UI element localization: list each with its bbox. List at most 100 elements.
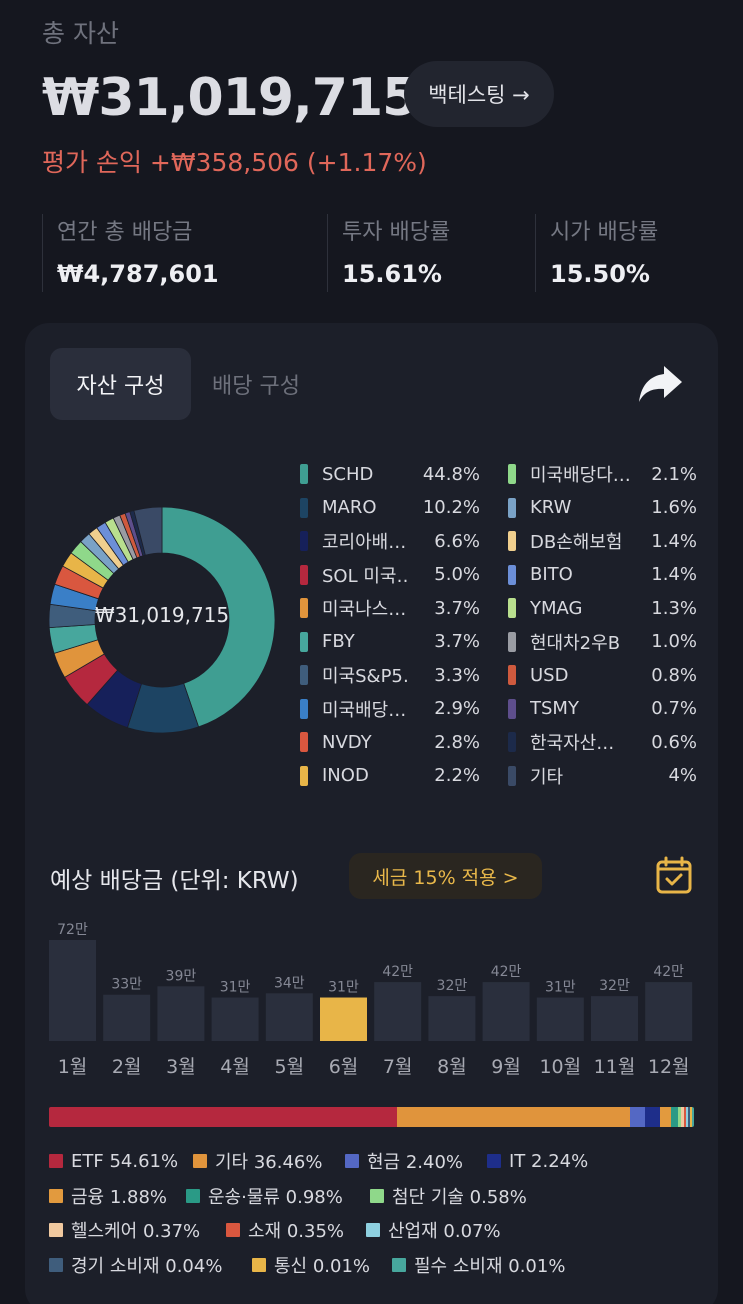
legend-swatch — [508, 665, 516, 685]
legend-percent: 5.0% — [434, 564, 480, 585]
sector-legend-item: 금융 1.88% — [49, 1184, 167, 1208]
sector-legend-item: 필수 소비재 0.01% — [392, 1253, 565, 1277]
sector-swatch — [186, 1188, 200, 1203]
sector-swatch — [49, 1257, 63, 1272]
sector-swatch — [487, 1154, 501, 1168]
sector-label: 운송·물류 0.98% — [208, 1186, 343, 1208]
legend-item: BITO 1.4% — [508, 563, 697, 587]
sector-legend-item: 운송·물류 0.98% — [186, 1184, 343, 1208]
legend-swatch — [300, 765, 308, 786]
sector-label: 필수 소비재 0.01% — [414, 1255, 566, 1277]
sector-label: 첨단 기술 0.58% — [392, 1186, 527, 1208]
sector-label: 현금 2.40% — [367, 1152, 464, 1173]
legend-percent: 0.6% — [651, 731, 697, 753]
sector-label: 소재 0.35% — [248, 1221, 345, 1242]
legend-item: 미국나스… 3.7% — [300, 596, 480, 620]
sector-swatch — [226, 1223, 240, 1237]
legend-percent: 3.3% — [434, 664, 480, 686]
legend-item: 미국S&P5… 3.3% — [300, 663, 480, 687]
tab-asset-composition[interactable]: 자산 구성 — [50, 348, 191, 420]
stat-value: ₩4,787,601 — [57, 260, 219, 288]
donut-slice — [133, 507, 163, 556]
sector-label: 헬스케어 0.37% — [71, 1221, 201, 1242]
sector-swatch — [193, 1154, 207, 1168]
legend-swatch — [300, 732, 308, 752]
profit-loss-text: 평가 손익 +₩358,506 (+1.17%) — [42, 148, 427, 177]
legend-name: KRW — [530, 497, 572, 518]
legend-swatch — [508, 631, 516, 652]
legend-swatch — [508, 732, 516, 752]
legend-item: DB손해보험 1.4% — [508, 529, 697, 553]
donut-slice — [161, 507, 275, 728]
legend-swatch — [508, 765, 516, 786]
sector-segment — [683, 1107, 686, 1127]
legend-swatch — [508, 598, 516, 618]
sector-segment — [677, 1107, 682, 1127]
portfolio-card — [25, 323, 718, 1304]
legend-item: 기타 4% — [508, 764, 697, 788]
calendar-check-icon[interactable] — [656, 856, 692, 894]
legend-name: 코리아배… — [322, 532, 407, 553]
sector-segment — [687, 1107, 690, 1127]
legend-percent: 3.7% — [434, 597, 480, 619]
sector-segment — [685, 1107, 688, 1127]
legend-swatch — [300, 631, 308, 652]
sector-swatch — [366, 1223, 380, 1237]
expected-dividend-title: 예상 배당금 (단위: KRW) — [50, 868, 299, 894]
legend-name: NVDY — [322, 731, 372, 753]
sector-segment — [689, 1107, 692, 1127]
sector-label: 경기 소비재 0.04% — [71, 1255, 223, 1277]
legend-percent: 6.6% — [434, 530, 480, 552]
sector-segment — [671, 1107, 678, 1127]
legend-item: 미국배당… 2.9% — [300, 697, 480, 721]
total-assets-label: 총 자산 — [42, 19, 119, 48]
legend-swatch — [508, 464, 516, 484]
legend-item: SOL 미국… 5.0% — [300, 563, 480, 587]
legend-percent: 0.7% — [651, 698, 697, 719]
legend-name: 미국배당… — [322, 699, 407, 721]
sector-segment — [691, 1107, 694, 1127]
legend-item: USD 0.8% — [508, 663, 697, 687]
sector-segment — [629, 1107, 646, 1127]
sector-legend-item: 소재 0.35% — [226, 1218, 344, 1242]
legend-percent: 1.0% — [651, 631, 697, 652]
legend-name: TSMY — [530, 698, 579, 719]
tax-toggle-button[interactable]: 세금 15% 적용 > — [349, 853, 542, 899]
sector-segment — [397, 1107, 630, 1127]
sector-swatch — [49, 1188, 63, 1203]
legend-name: 미국S&P5… — [322, 666, 410, 687]
legend-percent: 4% — [668, 765, 697, 786]
stat-annual-dividend: 연간 총 배당금 ₩4,787,601 — [42, 214, 219, 292]
legend-name: MARO — [322, 497, 377, 518]
sector-swatch — [345, 1154, 359, 1168]
legend-item: 한국자산… 0.6% — [508, 730, 697, 754]
sector-legend-item: 산업재 0.07% — [366, 1218, 501, 1242]
legend-name: BITO — [530, 564, 573, 585]
sector-legend-item: 통신 0.01% — [252, 1253, 370, 1277]
legend-name: DB손해보험 — [530, 532, 623, 553]
tab-dividend-composition[interactable]: 배당 구성 — [212, 374, 300, 399]
legend-swatch — [508, 497, 516, 518]
legend-name: SCHD — [322, 463, 374, 485]
sector-swatch — [392, 1257, 406, 1272]
sector-legend-item: ETF 54.61% — [49, 1149, 178, 1173]
sector-swatch — [370, 1188, 384, 1203]
legend-swatch — [508, 698, 516, 719]
stat-market-yield: 시가 배당률 15.50% — [535, 214, 658, 292]
legend-percent: 1.4% — [651, 530, 697, 552]
backtest-button[interactable]: 백테스팅 → — [404, 61, 554, 127]
stat-label: 시가 배당률 — [550, 220, 659, 245]
share-arrow-icon[interactable] — [636, 362, 686, 406]
legend-percent: 2.1% — [651, 463, 697, 485]
legend-item: SCHD 44.8% — [300, 462, 480, 486]
legend-item: NVDY 2.8% — [300, 730, 480, 754]
legend-swatch — [300, 497, 308, 518]
sector-segment — [681, 1107, 684, 1127]
sector-label: IT 2.24% — [509, 1150, 589, 1172]
legend-swatch — [300, 665, 308, 685]
legend-name: USD — [530, 664, 569, 686]
sector-label: 통신 0.01% — [274, 1255, 371, 1277]
stat-invest-yield: 투자 배당률 15.61% — [327, 214, 450, 292]
legend-swatch — [300, 531, 308, 551]
sector-label: ETF 54.61% — [71, 1150, 179, 1172]
